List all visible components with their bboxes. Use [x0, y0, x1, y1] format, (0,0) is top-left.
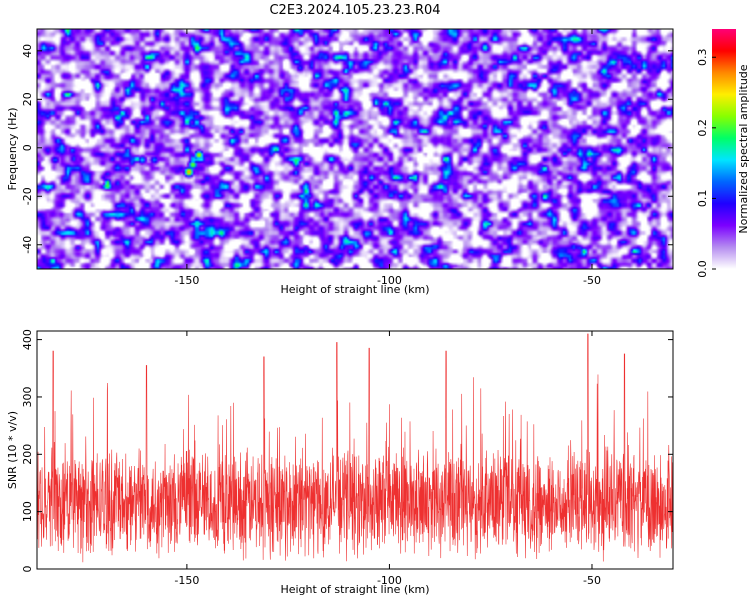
colorbar-tick-label: 0.3 [696, 48, 709, 65]
heatmap-ytick-label: 0 [21, 144, 34, 151]
snr-xtick-label: -150 [174, 574, 199, 587]
snr-y-axis: 0 100 200 300 400 [21, 329, 673, 573]
snr-ytick-label: 100 [21, 501, 34, 522]
snr-xtick-label: -50 [583, 574, 601, 587]
heatmap-ytick-label: 20 [21, 92, 34, 106]
figure-title: C2E3.2024.105.23.23.R04 [269, 3, 440, 18]
heatmap-panel: -150 -100 -50 -40 -20 0 20 40 Height of straig… [6, 28, 674, 296]
heatmap-xtick-label: -150 [174, 274, 199, 287]
snr-xtick-label: -100 [377, 574, 402, 587]
snr-ytick-label: 400 [21, 329, 34, 350]
snr-series-line [37, 333, 673, 563]
snr-x-axis: -150 -100 -50 [174, 331, 601, 587]
snr-ytick-label: 0 [21, 566, 34, 573]
heatmap-ytick-label: -20 [21, 187, 34, 205]
heatmap-ytick-label: -40 [21, 236, 34, 254]
heatmap-image [37, 29, 673, 269]
heatmap-x-axis: -150 -100 -50 [174, 29, 601, 287]
snr-xlabel: Height of straight line (km) [280, 583, 429, 596]
colorbar-tick-label: 0.1 [696, 190, 709, 208]
colorbar-label: Normalized spectral amplitude [737, 64, 750, 233]
colorbar-gradient [712, 29, 736, 269]
heatmap-ytick-label: 40 [21, 44, 34, 58]
heatmap-xlabel: Height of straight line (km) [280, 283, 429, 296]
heatmap-xtick-label: -100 [377, 274, 402, 287]
snr-panel: -150 -100 -50 0 100 200 300 400 Height of stra… [6, 329, 674, 596]
heatmap-frame [36, 28, 674, 270]
snr-ytick-label: 200 [21, 444, 34, 465]
snr-frame [36, 330, 674, 570]
colorbar-axis: 0.0 0.1 0.2 0.3 [696, 48, 716, 278]
heatmap-xtick-label: -50 [583, 274, 601, 287]
heatmap-ylabel: Frequency (Hz) [6, 108, 19, 191]
snr-ytick-label: 300 [21, 386, 34, 407]
heatmap-y-axis: -40 -20 0 20 40 [21, 44, 673, 254]
snr-ylabel: SNR (10 * v/v) [6, 411, 19, 489]
colorbar-tick-label: 0.2 [696, 119, 709, 137]
colorbar-tick-label: 0.0 [696, 260, 709, 278]
colorbar: 0.0 0.1 0.2 0.3 Normalized spectral amplitu… [696, 29, 750, 278]
